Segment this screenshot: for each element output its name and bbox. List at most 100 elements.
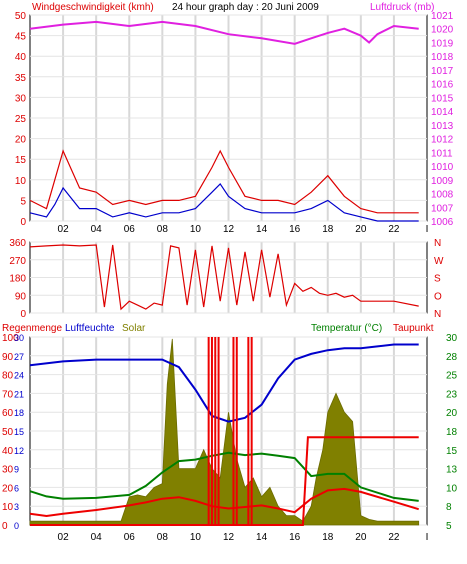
- humidity-tick-label: 0: [2, 521, 8, 532]
- wind-tick-label: 15: [15, 155, 27, 166]
- time-tick-label: 16: [289, 532, 301, 543]
- direction-tick-label: 90: [15, 291, 27, 302]
- humidity-tick-label: 10: [2, 502, 14, 513]
- wind-pressure-panel: Windgeschwindigkeit (kmh) 24 hour graph …: [15, 2, 454, 235]
- time-tick-label: 06: [124, 532, 136, 543]
- time-tick-label: 14: [256, 224, 268, 235]
- rain-total-line: [30, 436, 419, 526]
- rain-tick-label: 6: [14, 483, 19, 493]
- dewpoint-line: [29, 487, 419, 518]
- pressure-tick-label: 1006: [431, 217, 454, 228]
- rain-tick-label: 0: [14, 521, 19, 531]
- rain-tick-label: 24: [14, 371, 24, 381]
- solar-area: [29, 338, 420, 526]
- wind-tick-label: 0: [20, 217, 26, 228]
- wind-tick-label: 40: [15, 52, 27, 63]
- wind-tick-label: 35: [15, 73, 27, 84]
- humidity-tick-label: 20: [2, 483, 14, 494]
- time-tick-label: 08: [157, 532, 169, 543]
- pressure-tick-label: 1015: [431, 93, 454, 104]
- pressure-tick-label: 1020: [431, 25, 454, 36]
- direction-line: [29, 244, 419, 311]
- time-tick-label: 08: [157, 224, 169, 235]
- wind-tick-label: 50: [15, 11, 27, 22]
- pressure-tick-label: 1014: [431, 107, 454, 118]
- pressure-tick-label: 1012: [431, 135, 454, 146]
- pressure-tick-label: 1010: [431, 162, 454, 173]
- time-tick-label: 20: [355, 224, 367, 235]
- humidity-tick-label: 100: [2, 333, 19, 344]
- time-tick-label: 02: [58, 224, 70, 235]
- time-tick-label: 18: [322, 224, 334, 235]
- wind-tick-label: 10: [15, 176, 27, 187]
- rain-tick-label: 9: [14, 465, 19, 475]
- time-tick-label: 10: [190, 224, 202, 235]
- humidity-tick-label: 60: [2, 408, 14, 419]
- humidity-tick-label: 40: [2, 446, 14, 457]
- wind-tick-label: 30: [15, 93, 27, 104]
- compass-tick-label: S: [434, 274, 441, 285]
- pressure-tick-label: 1011: [431, 148, 453, 159]
- rain-tick-label: 15: [14, 427, 24, 437]
- rain-tick-label: 12: [14, 446, 24, 456]
- time-tick-label: 12: [223, 224, 235, 235]
- pressure-tick-label: 1008: [431, 190, 454, 201]
- humidity-tick-label: 30: [2, 465, 14, 476]
- temperature-tick-label: 28: [446, 352, 458, 363]
- time-tick-label: 02: [58, 532, 70, 543]
- direction-tick-label: 0: [20, 309, 26, 320]
- humidity-tick-label: 50: [2, 427, 14, 438]
- rain-tick-label: 3: [14, 502, 19, 512]
- wind-axis-label: Windgeschwindigkeit (kmh): [32, 2, 154, 13]
- rain-tick-label: 21: [14, 389, 24, 399]
- time-tick-label: 18: [322, 532, 334, 543]
- time-tick-label: I: [426, 224, 429, 235]
- humidity-tick-label: 80: [2, 371, 14, 382]
- temperature-tick-label: 10: [446, 483, 458, 494]
- wind-line: [29, 182, 419, 222]
- time-tick-label: 22: [388, 224, 400, 235]
- time-tick-label: 22: [388, 532, 400, 543]
- time-tick-label: 04: [91, 224, 103, 235]
- pressure-tick-label: 1019: [431, 38, 454, 49]
- pressure-tick-label: 1018: [431, 52, 454, 63]
- temperature-line: [29, 451, 419, 502]
- compass-tick-label: O: [434, 291, 442, 302]
- wind-tick-label: 45: [15, 32, 27, 43]
- pressure-tick-label: 1007: [431, 203, 454, 214]
- legend-solar: Solar: [122, 323, 146, 334]
- temperature-tick-label: 25: [446, 371, 458, 382]
- temperature-tick-label: 15: [446, 446, 458, 457]
- compass-tick-label: W: [434, 256, 444, 267]
- rain-tick-label: 30: [14, 333, 24, 343]
- time-tick-label: I: [426, 532, 429, 543]
- rain-tick-label: 27: [14, 352, 24, 362]
- wind-tick-label: 20: [15, 135, 27, 146]
- time-tick-label: 06: [124, 224, 136, 235]
- pressure-line: [29, 20, 419, 45]
- legend-dewpoint: Taupunkt: [393, 323, 434, 334]
- gust-line: [29, 149, 419, 214]
- humidity-tick-label: 70: [2, 389, 14, 400]
- chart-title: 24 hour graph day : 20 Juni 2009: [172, 2, 319, 13]
- rain-tick-label: 18: [14, 408, 24, 418]
- temperature-tick-label: 18: [446, 427, 458, 438]
- compass-tick-label: N: [434, 309, 441, 320]
- time-tick-label: 14: [256, 532, 268, 543]
- pressure-tick-label: 1009: [431, 176, 454, 187]
- legend-humidity: Luftfeuchte: [65, 323, 115, 334]
- compass-tick-label: N: [434, 238, 441, 249]
- wind-tick-label: 5: [20, 196, 26, 207]
- humidity-temperature-panel: Regenmenge Luftfeuchte Solar Temperatur …: [2, 323, 458, 543]
- time-tick-label: 20: [355, 532, 367, 543]
- direction-tick-label: 360: [9, 238, 26, 249]
- direction-tick-label: 270: [9, 256, 26, 267]
- temperature-tick-label: 8: [446, 502, 452, 513]
- temperature-tick-label: 13: [446, 465, 458, 476]
- pressure-axis-label: Luftdruck (mb): [370, 2, 434, 13]
- pressure-tick-label: 1016: [431, 80, 454, 91]
- time-tick-label: 10: [190, 532, 202, 543]
- wind-tick-label: 25: [15, 114, 27, 125]
